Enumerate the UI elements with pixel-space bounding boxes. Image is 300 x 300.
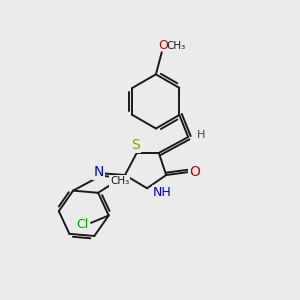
Text: O: O	[189, 165, 200, 179]
Text: CH₃: CH₃	[110, 176, 129, 186]
Text: N: N	[93, 165, 104, 179]
Text: H: H	[197, 130, 206, 140]
Text: O: O	[158, 39, 168, 52]
Text: NH: NH	[153, 186, 172, 199]
Text: S: S	[131, 138, 140, 152]
Text: Cl: Cl	[76, 218, 89, 231]
Text: CH₃: CH₃	[166, 41, 185, 51]
